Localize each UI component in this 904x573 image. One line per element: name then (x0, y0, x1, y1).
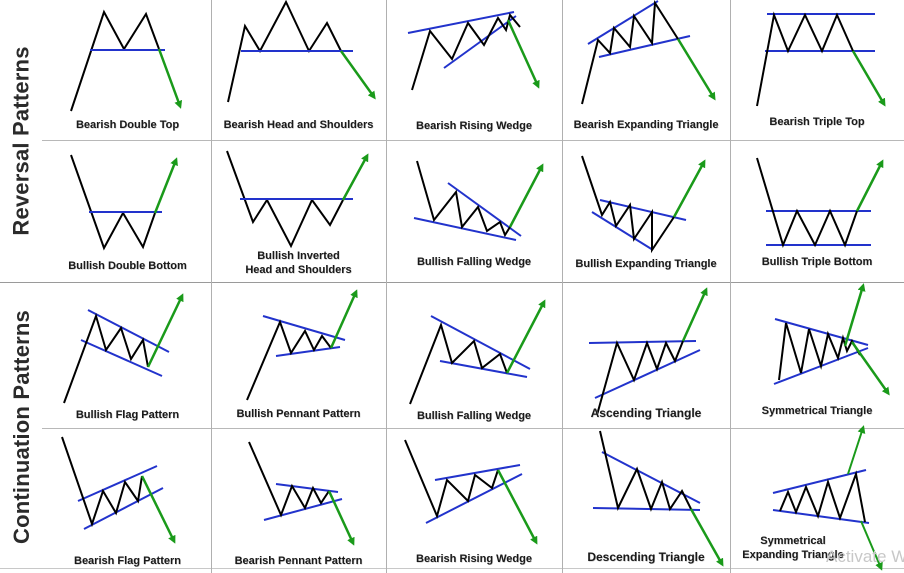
bullish-inverted-head-shoulders-chart-icon (226, 150, 369, 249)
pattern-caption: Symmetrical Expanding Triangle (742, 535, 844, 561)
bearish-head-shoulders-chart-icon (227, 0, 376, 103)
grid-divider-section (0, 282, 904, 283)
grid-divider (386, 0, 387, 573)
pattern-caption: Bullish Falling Wedge (416, 256, 532, 268)
pattern-caption: Bullish Triple Bottom (761, 256, 873, 268)
pattern-bearish-pennant: Bearish Pennant Pattern (211, 428, 386, 568)
bearish-triple-top-chart-icon (756, 11, 886, 107)
grid-divider (730, 0, 731, 573)
pattern-bullish-falling-wedge: Bullish Falling Wedge (386, 140, 562, 282)
pattern-bearish-flag: Bearish Flag Pattern (44, 428, 211, 568)
pattern-bullish-flag: Bullish Flag Pattern (44, 282, 211, 428)
pattern-caption: Descending Triangle (587, 550, 705, 564)
pattern-bullish-falling-wedge-continuation: Bullish Falling Wedge (386, 282, 562, 428)
pattern-bearish-triple-top: Bearish Triple Top (730, 0, 904, 140)
bearish-double-top-chart-icon (70, 9, 183, 112)
pattern-bearish-rising-wedge: Bearish Rising Wedge (386, 0, 562, 140)
ascending-triangle-chart-icon (588, 287, 708, 416)
grid-divider-bottom (0, 568, 904, 569)
grid-divider (42, 428, 904, 429)
bearish-expanding-triangle-chart-icon (581, 0, 716, 105)
pattern-symmetrical-expanding-triangle: Symmetrical Expanding Triangle (730, 425, 904, 571)
bullish-triple-bottom-chart-icon (756, 157, 884, 248)
grid-divider (562, 0, 563, 573)
pattern-symmetrical-triangle: Symmetrical Triangle (730, 280, 904, 428)
pattern-bullish-pennant: Bullish Pennant Pattern (211, 282, 386, 428)
pattern-caption: Symmetrical Triangle (761, 405, 873, 417)
pattern-caption: Bullish Falling Wedge (416, 410, 532, 422)
pattern-bearish-rising-wedge-continuation: Bearish Rising Wedge (386, 428, 562, 568)
grid-divider (211, 0, 212, 573)
pattern-ascending-triangle: Ascending Triangle (562, 280, 730, 428)
pattern-caption: Bullish Pennant Pattern (236, 408, 361, 420)
symmetrical-expanding-triangle-chart-icon (772, 425, 883, 571)
bullish-falling-wedge-chart-icon (413, 160, 544, 241)
bullish-falling-wedge-continuation-chart-icon (409, 299, 546, 405)
pattern-bullish-double-bottom: Bullish Double Bottom (44, 140, 211, 282)
bullish-flag-chart-icon (63, 293, 184, 404)
pattern-caption: Bearish Rising Wedge (416, 120, 532, 132)
activate-windows-watermark: Activate W (826, 547, 904, 566)
pattern-caption: Bearish Expanding Triangle (573, 119, 719, 131)
pattern-bearish-expanding-triangle: Bearish Expanding Triangle (562, 0, 730, 140)
bearish-rising-wedge-chart-icon (407, 11, 540, 91)
pattern-caption: Bearish Pennant Pattern (234, 555, 363, 567)
pattern-caption: Bullish Inverted Head and Shoulders (245, 250, 352, 276)
bullish-double-bottom-chart-icon (70, 154, 178, 251)
pattern-descending-triangle: Descending Triangle (562, 428, 730, 568)
bullish-expanding-triangle-chart-icon (581, 155, 706, 254)
section-label-reversal: Reversal Patterns (0, 0, 44, 282)
pattern-bearish-head-and-shoulders: Bearish Head and Shoulders (211, 0, 386, 140)
pattern-caption: Bearish Flag Pattern (74, 555, 181, 567)
bearish-flag-chart-icon (61, 436, 176, 544)
bearish-rising-wedge-continuation-chart-icon (404, 439, 538, 545)
pattern-caption: Bullish Flag Pattern (75, 409, 180, 421)
pattern-bearish-double-top: Bearish Double Top (44, 0, 211, 140)
pattern-caption: Bearish Triple Top (769, 116, 865, 128)
descending-triangle-chart-icon (592, 430, 724, 567)
grid-divider (42, 140, 904, 141)
section-label-continuation-text: Continuation Patterns (9, 310, 35, 544)
bearish-pennant-chart-icon (248, 441, 355, 546)
pattern-caption: Bullish Expanding Triangle (575, 258, 717, 270)
pattern-caption: Bullish Double Bottom (68, 260, 187, 272)
bullish-pennant-chart-icon (246, 289, 358, 401)
pattern-caption: Bearish Rising Wedge (416, 553, 532, 565)
pattern-bullish-inverted-head-and-shoulders: Bullish Inverted Head and Shoulders (211, 140, 386, 282)
pattern-bullish-triple-bottom: Bullish Triple Bottom (730, 140, 904, 282)
symmetrical-triangle-chart-icon (773, 283, 890, 396)
pattern-caption: Bearish Head and Shoulders (223, 119, 374, 131)
pattern-bullish-expanding-triangle: Bullish Expanding Triangle (562, 140, 730, 282)
pattern-caption: Ascending Triangle (590, 406, 702, 420)
section-label-reversal-text: Reversal Patterns (9, 46, 35, 236)
section-label-continuation: Continuation Patterns (0, 282, 44, 572)
pattern-caption: Bearish Double Top (75, 119, 180, 131)
